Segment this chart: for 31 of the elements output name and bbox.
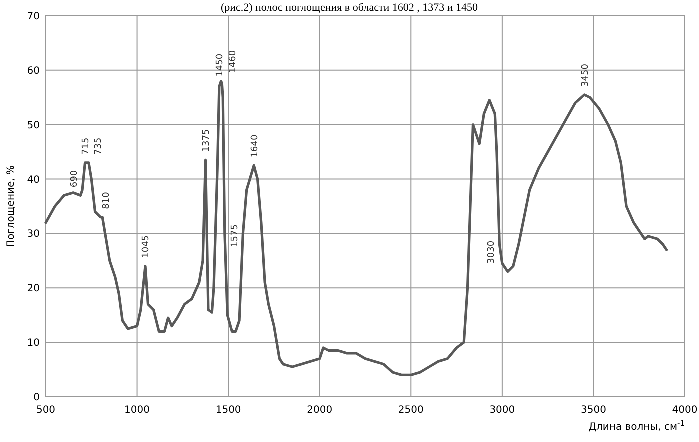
x-tick-label: 500 — [36, 405, 56, 416]
annotation: 3450 — [580, 64, 591, 87]
annotation: 735 — [94, 138, 104, 155]
x-tick-label: 4000 — [672, 405, 698, 416]
x-tick-label: 1000 — [124, 405, 150, 416]
x-tick-label: 2500 — [398, 405, 424, 416]
y-tick-label: 30 — [27, 229, 40, 240]
y-tick-label: 0 — [34, 392, 40, 404]
annotation: 1575 — [230, 224, 241, 248]
y-tick-label: 10 — [27, 338, 40, 350]
annotation: 715 — [81, 138, 92, 155]
x-tick-label: 1500 — [216, 405, 242, 416]
annotation: 3030 — [487, 240, 498, 264]
text: (рис.2) полос поглощения в области 1602 , 1373 и 1450 — [220, 2, 479, 14]
x-tick-label: 2000 — [307, 405, 333, 416]
annotation: 1450 — [216, 54, 226, 77]
annotation: 1460 — [228, 50, 239, 74]
annotation: 690 — [70, 170, 80, 188]
y-tick-label: 40 — [27, 174, 40, 186]
y-tick-label: 70 — [27, 12, 40, 22]
annotation: 1045 — [142, 235, 152, 258]
x-tick-label: 3500 — [580, 405, 606, 416]
y-axis-title: Поглощение, % — [6, 165, 17, 248]
y-tick-label: 20 — [27, 284, 40, 295]
annotation: 810 — [102, 192, 112, 210]
annotation: 1375 — [202, 129, 212, 152]
annotation: 1640 — [250, 134, 260, 158]
x-axis-title: Длина волны, см$^{-1}$ — [588, 418, 686, 433]
x-tick-label: 3000 — [490, 405, 516, 416]
y-tick-label: 50 — [27, 120, 40, 132]
y-tick-label: 60 — [27, 66, 40, 77]
